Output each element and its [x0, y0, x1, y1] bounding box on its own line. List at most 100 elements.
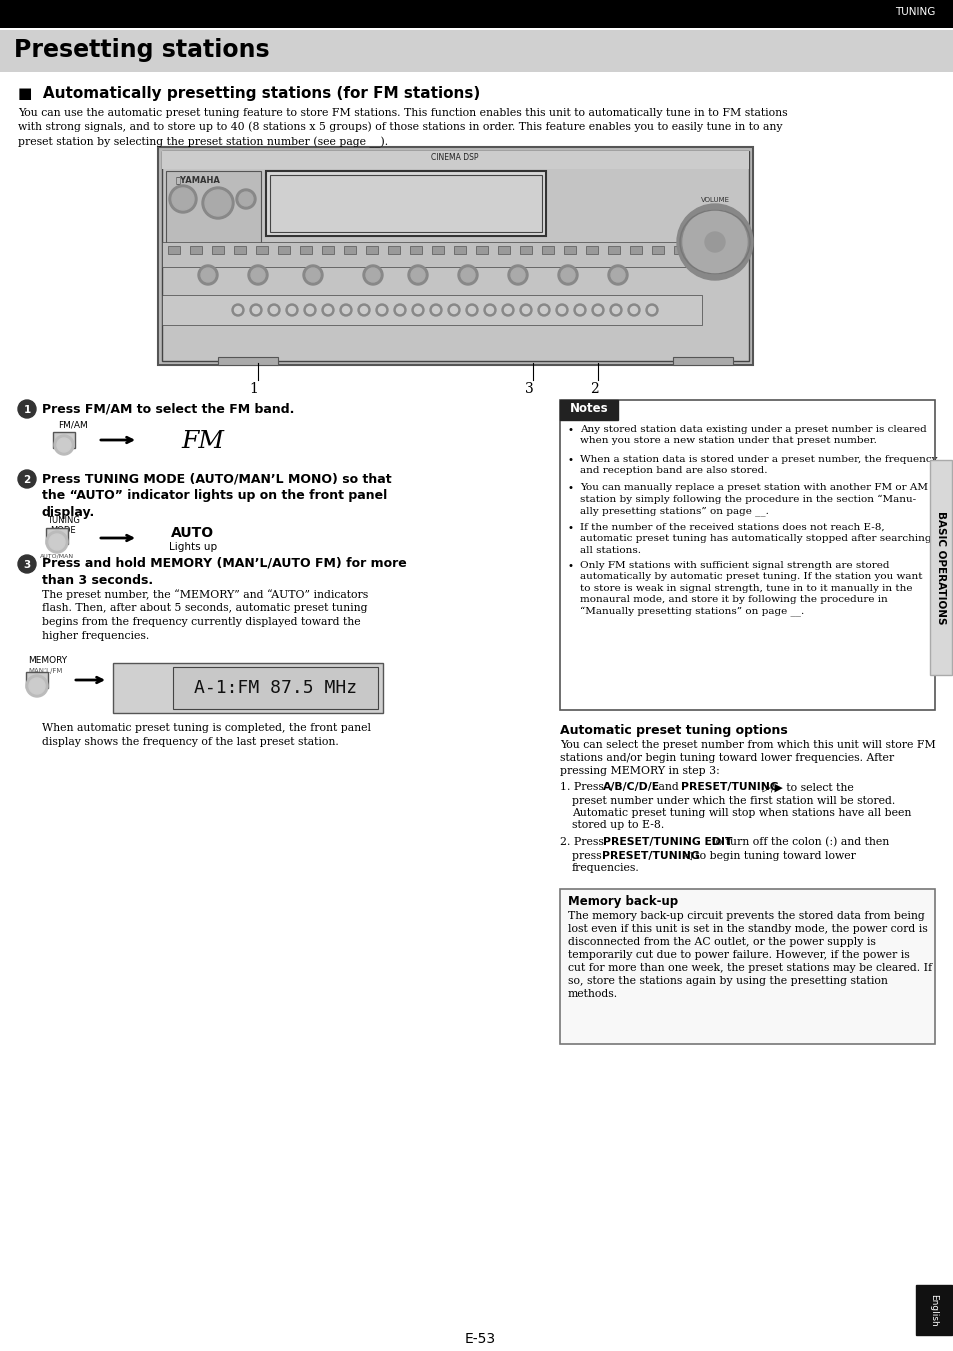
Circle shape — [682, 209, 746, 274]
Text: ◁ to begin tuning toward lower: ◁ to begin tuning toward lower — [679, 851, 855, 861]
Text: Press and hold MEMORY (MAN’L/AUTO FM) for more
than 3 seconds.: Press and hold MEMORY (MAN’L/AUTO FM) fo… — [42, 557, 406, 586]
Circle shape — [522, 307, 529, 313]
Circle shape — [408, 265, 428, 285]
Text: TUNING: TUNING — [894, 7, 934, 18]
Circle shape — [537, 304, 550, 316]
Circle shape — [304, 304, 315, 316]
Circle shape — [288, 307, 295, 313]
Bar — [607, 246, 619, 254]
Text: PRESET/TUNING: PRESET/TUNING — [601, 851, 699, 861]
Circle shape — [519, 304, 532, 316]
Text: Press FM/AM to select the FM band.: Press FM/AM to select the FM band. — [42, 403, 294, 415]
Bar — [162, 151, 748, 361]
Bar — [585, 246, 598, 254]
Bar — [0, 30, 953, 72]
Circle shape — [306, 307, 314, 313]
Circle shape — [205, 190, 231, 216]
Circle shape — [648, 307, 655, 313]
Bar — [172, 667, 377, 709]
Circle shape — [609, 304, 621, 316]
Circle shape — [234, 307, 241, 313]
Bar — [410, 246, 421, 254]
Circle shape — [556, 304, 567, 316]
Bar — [673, 246, 685, 254]
Bar — [629, 246, 641, 254]
Circle shape — [248, 265, 268, 285]
Circle shape — [49, 534, 65, 550]
Circle shape — [450, 307, 457, 313]
Circle shape — [357, 304, 370, 316]
Circle shape — [558, 307, 565, 313]
Bar — [651, 246, 663, 254]
Circle shape — [286, 304, 297, 316]
Bar — [162, 242, 701, 267]
Text: 1: 1 — [24, 405, 30, 415]
Bar — [322, 246, 334, 254]
Bar — [158, 147, 752, 365]
Bar — [168, 246, 180, 254]
Circle shape — [306, 267, 319, 282]
Circle shape — [235, 189, 255, 209]
Circle shape — [448, 304, 459, 316]
Text: A-1:FM 87.5 MHz: A-1:FM 87.5 MHz — [194, 680, 357, 697]
Text: BASIC OPERATIONS: BASIC OPERATIONS — [935, 511, 945, 624]
Text: frequencies.: frequencies. — [572, 863, 639, 873]
Text: DVD
BD-TMP
CD-R
TUNER
CD
PHONO: DVD BD-TMP CD-R TUNER CD PHONO — [148, 666, 169, 698]
Circle shape — [560, 267, 575, 282]
Circle shape — [169, 185, 196, 213]
Text: Memory back-up: Memory back-up — [567, 894, 678, 908]
Circle shape — [483, 304, 496, 316]
Text: and: and — [655, 782, 681, 792]
Bar — [46, 528, 68, 544]
Text: AUTO/MAN: AUTO/MAN — [40, 554, 74, 559]
Circle shape — [511, 267, 524, 282]
Bar — [559, 400, 618, 420]
Bar — [299, 246, 312, 254]
Circle shape — [468, 307, 475, 313]
Circle shape — [460, 267, 475, 282]
Circle shape — [339, 304, 352, 316]
Circle shape — [250, 304, 262, 316]
Circle shape — [46, 531, 68, 553]
Text: FM/AM: FM/AM — [58, 420, 88, 430]
Bar — [519, 246, 532, 254]
Circle shape — [558, 265, 578, 285]
Circle shape — [645, 304, 658, 316]
Bar — [53, 432, 75, 449]
Circle shape — [268, 304, 280, 316]
Circle shape — [507, 265, 527, 285]
Circle shape — [607, 265, 627, 285]
Text: AUTO: AUTO — [172, 526, 214, 540]
Circle shape — [375, 304, 388, 316]
Circle shape — [363, 265, 382, 285]
Circle shape — [57, 438, 71, 453]
Text: 3: 3 — [524, 382, 533, 396]
Circle shape — [430, 304, 441, 316]
Bar — [166, 172, 261, 261]
Circle shape — [172, 188, 193, 209]
Bar — [270, 176, 541, 232]
Text: You can manually replace a preset station with another FM or AM
station by simpl: You can manually replace a preset statio… — [579, 484, 927, 516]
Text: 3: 3 — [24, 561, 30, 570]
Circle shape — [303, 265, 323, 285]
Circle shape — [411, 267, 424, 282]
Text: •: • — [567, 426, 574, 435]
Bar — [266, 172, 545, 236]
Text: You can use the automatic preset tuning feature to store FM stations. This funct: You can use the automatic preset tuning … — [18, 108, 787, 147]
Circle shape — [630, 307, 637, 313]
Circle shape — [540, 307, 547, 313]
Circle shape — [504, 307, 511, 313]
Text: •: • — [567, 484, 574, 493]
Circle shape — [612, 307, 618, 313]
Text: •: • — [567, 455, 574, 465]
Bar — [476, 246, 488, 254]
Circle shape — [574, 304, 585, 316]
Bar — [559, 889, 934, 1044]
Circle shape — [501, 304, 514, 316]
Text: •: • — [567, 523, 574, 534]
Circle shape — [432, 307, 439, 313]
Circle shape — [486, 307, 493, 313]
Text: When a station data is stored under a preset number, the frequency
and reception: When a station data is stored under a pr… — [579, 455, 937, 476]
Circle shape — [18, 470, 36, 488]
Circle shape — [414, 307, 421, 313]
